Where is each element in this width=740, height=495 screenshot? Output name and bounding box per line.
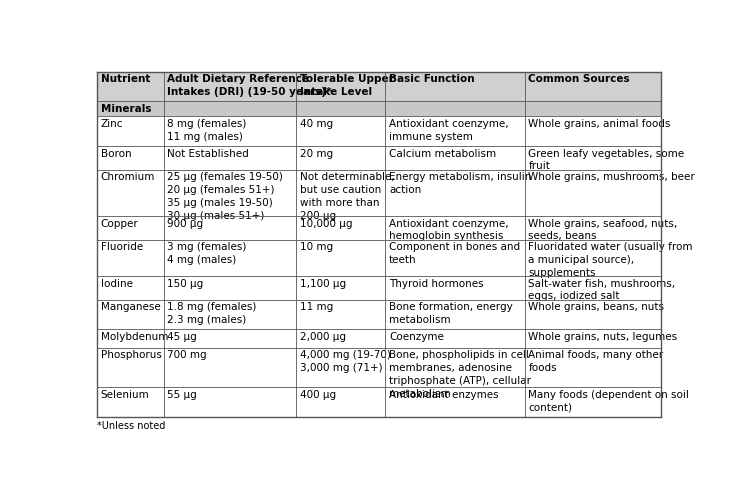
Text: Whole grains, animal foods: Whole grains, animal foods <box>528 119 670 129</box>
Bar <box>525 387 662 417</box>
Text: 1,100 μg: 1,100 μg <box>300 279 346 289</box>
Bar <box>296 216 386 240</box>
Text: Many foods (dependent on soil
content): Many foods (dependent on soil content) <box>528 390 689 413</box>
Text: Bone, phospholipids in cell
membranes, adenosine
triphosphate (ATP), cellular
me: Bone, phospholipids in cell membranes, a… <box>389 350 531 398</box>
Text: Fluoridated water (usually from
a municipal source),
supplements: Fluoridated water (usually from a munici… <box>528 243 693 278</box>
Bar <box>97 72 164 101</box>
Bar <box>97 146 164 170</box>
Bar <box>386 347 525 387</box>
Text: Antioxidant enzymes: Antioxidant enzymes <box>389 390 499 400</box>
Text: 40 mg: 40 mg <box>300 119 333 129</box>
Text: 3 mg (females)
4 mg (males): 3 mg (females) 4 mg (males) <box>167 243 246 265</box>
Text: 10 mg: 10 mg <box>300 243 333 252</box>
Text: Green leafy vegetables, some
fruit: Green leafy vegetables, some fruit <box>528 148 684 171</box>
Bar <box>97 240 164 276</box>
Text: Selenium: Selenium <box>101 390 149 400</box>
Bar <box>164 170 296 216</box>
Text: Phosphorus: Phosphorus <box>101 350 161 360</box>
Text: Salt-water fish, mushrooms,
eggs, iodized salt: Salt-water fish, mushrooms, eggs, iodize… <box>528 279 676 301</box>
Bar <box>97 101 662 116</box>
Bar <box>296 347 386 387</box>
Text: 10,000 μg: 10,000 μg <box>300 218 352 229</box>
Text: 2,000 μg: 2,000 μg <box>300 332 346 342</box>
Text: Whole grains, beans, nuts: Whole grains, beans, nuts <box>528 302 665 312</box>
Bar <box>386 170 525 216</box>
Bar <box>386 216 525 240</box>
Bar <box>525 146 662 170</box>
Text: Component in bones and
teeth: Component in bones and teeth <box>389 243 520 265</box>
Bar <box>296 146 386 170</box>
Bar <box>97 347 164 387</box>
Text: Whole grains, nuts, legumes: Whole grains, nuts, legumes <box>528 332 677 342</box>
Bar <box>164 216 296 240</box>
Text: 45 μg: 45 μg <box>167 332 197 342</box>
Text: Tolerable Upper
Intake Level: Tolerable Upper Intake Level <box>300 74 394 97</box>
Text: Adult Dietary Reference
Intakes (DRI) (19-50 years)*: Adult Dietary Reference Intakes (DRI) (1… <box>167 74 332 97</box>
Text: *Unless noted: *Unless noted <box>97 421 166 431</box>
Bar <box>525 240 662 276</box>
Bar <box>164 146 296 170</box>
Bar <box>296 299 386 330</box>
Text: Zinc: Zinc <box>101 119 123 129</box>
Bar <box>97 170 164 216</box>
Bar <box>386 299 525 330</box>
Bar <box>97 116 164 146</box>
Bar <box>164 276 296 299</box>
Bar <box>164 240 296 276</box>
Text: Animal foods, many other
foods: Animal foods, many other foods <box>528 350 664 373</box>
Bar <box>386 72 525 101</box>
Text: Iodine: Iodine <box>101 279 132 289</box>
Bar <box>296 330 386 347</box>
Text: Antioxidant coenzyme,
immune system: Antioxidant coenzyme, immune system <box>389 119 508 142</box>
Text: Coenzyme: Coenzyme <box>389 332 444 342</box>
Text: Boron: Boron <box>101 148 131 158</box>
Bar <box>164 116 296 146</box>
Bar <box>97 330 164 347</box>
Bar <box>386 240 525 276</box>
Bar <box>97 387 164 417</box>
Bar <box>97 299 164 330</box>
Text: Molybdenum: Molybdenum <box>101 332 168 342</box>
Text: Chromium: Chromium <box>101 172 155 182</box>
Text: 700 mg: 700 mg <box>167 350 206 360</box>
Bar <box>97 276 164 299</box>
Text: Nutrient: Nutrient <box>101 74 150 84</box>
Bar <box>296 240 386 276</box>
Bar <box>386 387 525 417</box>
Text: Antioxidant coenzyme,
hemoglobin synthesis: Antioxidant coenzyme, hemoglobin synthes… <box>389 218 508 242</box>
Bar <box>386 276 525 299</box>
Text: Bone formation, energy
metabolism: Bone formation, energy metabolism <box>389 302 513 325</box>
Text: 25 μg (females 19-50)
20 μg (females 51+)
35 μg (males 19-50)
30 μg (males 51+): 25 μg (females 19-50) 20 μg (females 51+… <box>167 172 283 221</box>
Text: Manganese: Manganese <box>101 302 161 312</box>
Bar <box>296 276 386 299</box>
Bar <box>164 330 296 347</box>
Text: 55 μg: 55 μg <box>167 390 197 400</box>
Bar <box>296 387 386 417</box>
Text: 11 mg: 11 mg <box>300 302 333 312</box>
Text: Calcium metabolism: Calcium metabolism <box>389 148 496 158</box>
Text: Fluoride: Fluoride <box>101 243 143 252</box>
Text: 8 mg (females)
11 mg (males): 8 mg (females) 11 mg (males) <box>167 119 246 142</box>
Text: 400 μg: 400 μg <box>300 390 336 400</box>
Bar <box>525 170 662 216</box>
Bar <box>525 276 662 299</box>
Text: Basic Function: Basic Function <box>389 74 474 84</box>
Text: 900 μg: 900 μg <box>167 218 204 229</box>
Bar <box>296 72 386 101</box>
Bar <box>296 116 386 146</box>
Text: Copper: Copper <box>101 218 138 229</box>
Bar <box>97 216 164 240</box>
Text: Not determinable,
but use caution
with more than
200 μg: Not determinable, but use caution with m… <box>300 172 394 221</box>
Bar <box>164 299 296 330</box>
Bar <box>164 347 296 387</box>
Text: Minerals: Minerals <box>101 104 151 114</box>
Bar <box>525 330 662 347</box>
Bar <box>386 146 525 170</box>
Text: 4,000 mg (19-70)
3,000 mg (71+): 4,000 mg (19-70) 3,000 mg (71+) <box>300 350 391 373</box>
Bar <box>525 216 662 240</box>
Bar <box>525 299 662 330</box>
Bar <box>296 170 386 216</box>
Bar <box>164 387 296 417</box>
Text: 20 mg: 20 mg <box>300 148 333 158</box>
Bar <box>525 116 662 146</box>
